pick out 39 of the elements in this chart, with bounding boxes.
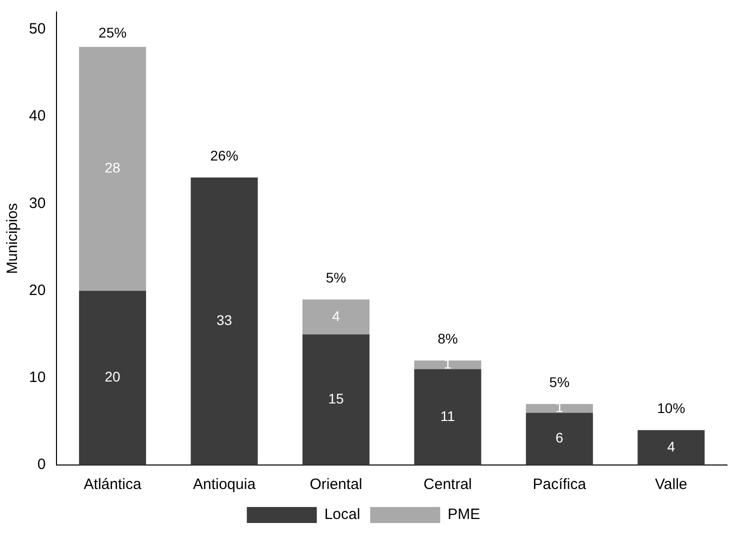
data-label: 20 [104,368,121,385]
bar [79,46,146,291]
x-tick-label: Oriental [310,476,362,494]
data-label: 11 [440,408,456,424]
bar [526,404,593,413]
annotation: 5% [326,269,346,286]
y-axis-title: Municipios [4,203,22,274]
bar [638,430,705,465]
bar [414,360,482,370]
data-label: 4 [667,438,676,454]
data-label: 4 [332,308,340,324]
x-tick-label: Central [424,476,472,494]
y-tick-label: 0 [37,456,46,474]
y-tick-label: 30 [28,194,46,212]
bar [526,412,593,465]
legend-label: Local [324,506,360,524]
bar [302,334,370,465]
data-label: 6 [556,430,564,446]
bar [302,299,370,334]
x-tick-label: Valle [655,476,688,494]
data-label: 28 [104,160,121,176]
bar [190,178,258,465]
annotation: 25% [98,24,127,41]
annotation: 10% [657,400,686,416]
bar [79,290,146,465]
y-tick-label: 50 [28,20,46,38]
bar [414,369,482,465]
annotation: 26% [210,147,238,164]
x-tick-label: Antioquia [192,476,256,494]
y-tick-label: 40 [28,108,46,125]
x-tick-label: Atlántica [84,476,142,494]
y-tick-label: 10 [28,369,46,386]
legend-label: PME [448,506,480,524]
annotation: 5% [549,374,570,390]
annotation: 8% [438,330,458,346]
data-label: 33 [216,312,232,328]
data-label: 15 [328,390,344,407]
y-tick-label: 20 [28,282,46,299]
x-tick-label: Pacífica [532,476,587,494]
